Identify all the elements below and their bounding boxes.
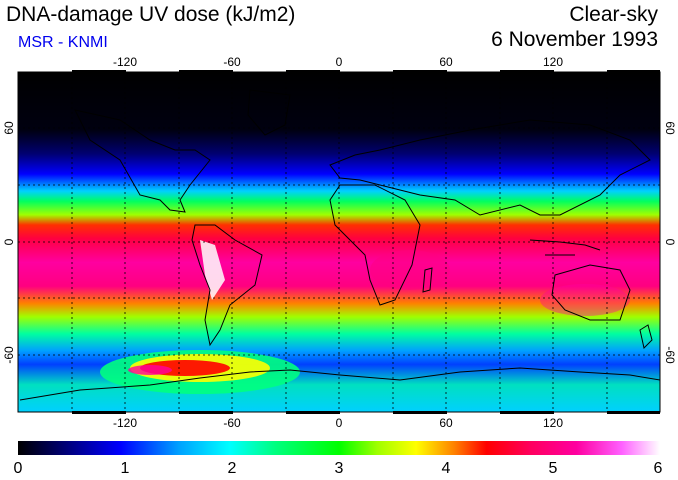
lon-tick-top: 60	[439, 55, 453, 69]
lon-tick-top: -60	[223, 55, 241, 69]
coastlines	[19, 89, 660, 401]
lon-tick-bottom: 0	[336, 416, 343, 430]
gridlines	[18, 72, 660, 412]
colorbar-label: 4	[442, 460, 451, 477]
map-title: DNA-damage UV dose (kJ/m2)	[6, 3, 296, 26]
frame-bars	[72, 70, 660, 414]
colorbar	[18, 441, 660, 455]
lon-tick-top: 120	[543, 55, 563, 69]
lat-tick-left: 0	[2, 238, 16, 245]
date-label: 6 November 1993	[491, 28, 658, 51]
lat-tick-right: -60	[663, 346, 677, 364]
lon-tick-top: 0	[336, 55, 343, 69]
colorbar-label: 3	[335, 460, 344, 477]
lat-tick-right: 0	[663, 239, 677, 246]
lat-tick-left: 60	[2, 121, 16, 135]
lat-tick-right: 60	[663, 121, 677, 135]
colorbar-label: 5	[549, 460, 558, 477]
lon-tick-bottom: -120	[113, 416, 137, 430]
lon-tick-bottom: 60	[439, 416, 453, 430]
credit-label: MSR - KNMI	[18, 34, 108, 51]
lat-tick-left: -60	[2, 346, 16, 364]
colorbar-label: 6	[654, 460, 663, 477]
colorbar-label: 2	[228, 460, 237, 477]
condition-label: Clear-sky	[569, 3, 658, 26]
lon-tick-top: -120	[113, 55, 137, 69]
lon-tick-bottom: 120	[543, 416, 563, 430]
colorbar-label: 1	[121, 460, 130, 477]
colorbar-label: 0	[14, 460, 23, 477]
lon-tick-bottom: -60	[223, 416, 241, 430]
